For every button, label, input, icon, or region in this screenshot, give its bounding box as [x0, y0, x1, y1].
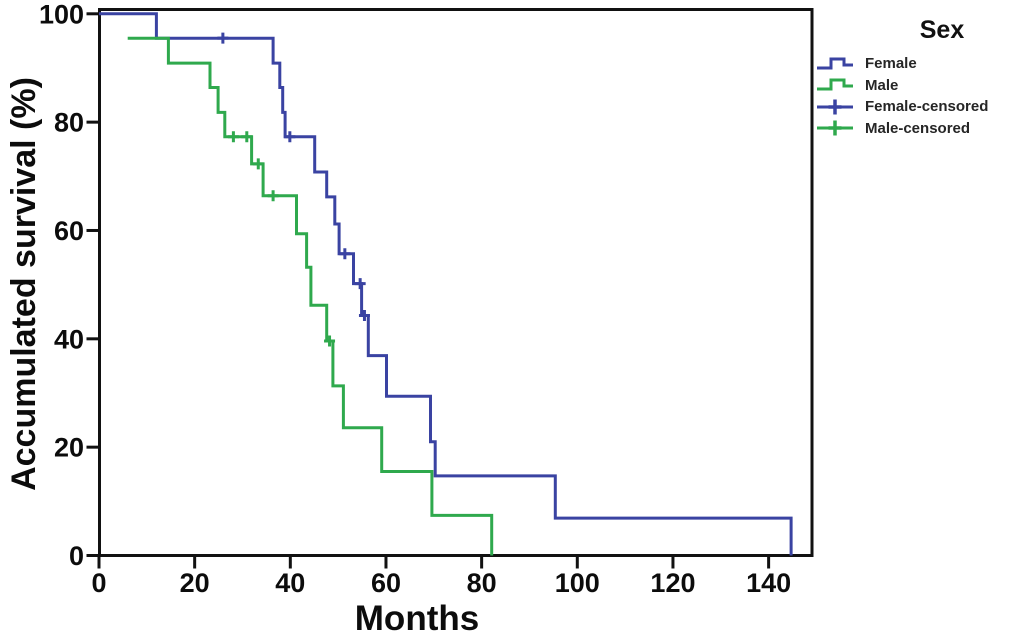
curve-male	[127, 36, 494, 556]
y-tick-label: 0	[69, 541, 84, 571]
female-swatch-icon	[817, 57, 853, 69]
x-axis-title: Months	[354, 599, 480, 638]
legend-items: Female Male Female-censored Male-censored	[816, 55, 1022, 137]
censor-mark-male	[227, 131, 239, 143]
censor-mark-male	[267, 190, 279, 202]
y-tick-label: 100	[39, 0, 84, 29]
legend-item-female-censored: Female-censored	[816, 98, 1022, 115]
legend-item-label: Male-censored	[865, 119, 971, 137]
censor-plus-glyph	[828, 120, 842, 136]
x-tick-label: 60	[371, 568, 401, 598]
legend-item-label: Male	[865, 76, 899, 94]
male-swatch-icon	[817, 78, 853, 91]
y-tick-label: 60	[54, 216, 84, 246]
legend-item-female: Female	[816, 55, 1022, 72]
censor-plus-glyph	[828, 99, 842, 114]
censor-mark-female	[284, 131, 296, 143]
step-line-glyph	[817, 57, 853, 69]
axis-tick-labels: 0 20 40 60 80 100 120 140 0 20 40 60 80 100	[39, 0, 791, 598]
y-tick-label: 80	[54, 108, 84, 138]
plot-frame	[98, 8, 814, 557]
censor-mark-male	[252, 158, 264, 170]
step-line-glyph	[817, 78, 853, 91]
x-tick-label: 140	[746, 568, 791, 598]
x-tick-label: 120	[650, 568, 695, 598]
x-tick-label: 20	[180, 568, 210, 598]
y-tick-label: 20	[54, 433, 84, 463]
censor-mark-female	[358, 310, 370, 322]
censor-mark-male	[241, 131, 253, 143]
curve-female	[99, 12, 793, 556]
y-axis-title: Accumulated survival (%)	[5, 77, 43, 491]
legend-item-label: Female-censored	[865, 98, 989, 115]
legend-title: Sex	[919, 16, 965, 44]
survival-curves	[99, 12, 793, 556]
censored-marks	[217, 32, 370, 347]
legend: Sex Female Male Female-censored Male-censor…	[816, 16, 1022, 141]
x-tick-label: 0	[91, 568, 106, 598]
x-tick-label: 100	[555, 568, 600, 598]
y-tick-label: 40	[54, 324, 84, 354]
censor-mark-female	[354, 278, 366, 290]
censor-mark-male	[324, 335, 336, 347]
male-censored-swatch-icon	[817, 120, 853, 136]
legend-item-male-censored: Male-censored	[816, 120, 1022, 137]
censor-mark-female	[339, 248, 351, 260]
legend-item-label: Female	[865, 55, 917, 72]
female-censored-swatch-icon	[817, 99, 853, 114]
plot-border	[98, 8, 814, 557]
x-tick-label: 80	[467, 568, 497, 598]
legend-item-male: Male	[816, 77, 1022, 94]
axis-ticks	[86, 12, 771, 569]
censor-mark-female	[217, 32, 229, 44]
x-tick-label: 40	[275, 568, 305, 598]
